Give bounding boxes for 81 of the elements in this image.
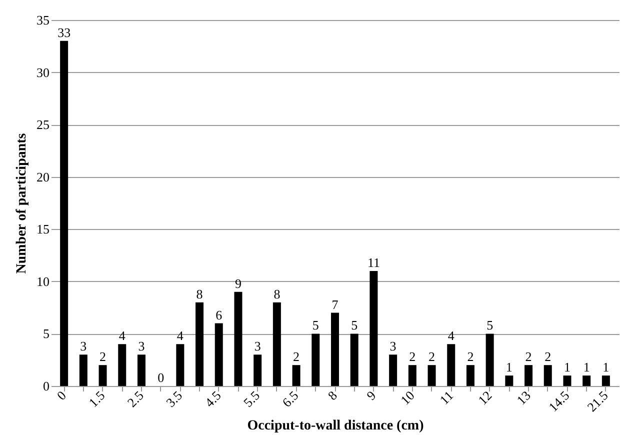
bar [272,302,281,386]
data-label: 2 [428,349,436,364]
bar [563,376,572,386]
y-tick-label: 20 [36,169,50,184]
y-tick-label: 25 [36,117,50,132]
bar [137,354,146,386]
x-tick-label: 10 [398,388,418,408]
y-axis-title: Number of participants [14,132,30,274]
data-label: 5 [312,318,319,333]
data-label: 1 [506,360,512,375]
data-label: 8 [196,286,203,302]
bar [331,312,339,386]
bar [312,334,320,386]
x-tick-label: 12 [474,388,495,408]
data-label: 6 [216,307,223,322]
data-label: 3 [254,338,261,354]
bar [486,334,494,386]
bar [389,354,398,386]
data-label: 4 [448,328,455,344]
bar [428,365,436,386]
bar [60,40,68,386]
data-label: 1 [564,360,570,375]
x-axis-title: Occiput-to-wall distance (cm) [247,418,424,434]
bar [79,354,88,386]
data-label: 4 [176,328,184,344]
data-label: 2 [467,349,474,364]
bar [602,376,610,386]
data-label: 1 [602,360,610,375]
data-label: 2 [525,349,532,364]
bar [176,344,184,386]
bar [118,344,126,386]
data-label: 2 [544,349,552,364]
data-label: 3 [138,338,145,354]
data-label: 33 [58,24,71,40]
x-tick-label: 9 [363,388,379,404]
bar [350,334,358,386]
bar [214,323,223,386]
data-label: 4 [118,328,126,344]
data-label: 3 [80,338,87,354]
y-tick-label: 5 [43,326,50,342]
x-tick-label: 4.5 [202,388,224,410]
y-tick-label: 30 [36,64,50,80]
x-tick-label: 21.5 [584,388,611,415]
data-label: 5 [351,318,358,333]
x-tick-label: 11 [436,388,456,408]
bar [98,365,107,386]
data-label: 1 [583,360,590,375]
x-tick-label: 14.5 [545,388,572,415]
x-tick-label: 3.5 [163,388,186,410]
data-label: 3 [390,338,396,354]
data-label: 7 [332,296,339,312]
bar [466,365,474,386]
bar [524,365,533,386]
x-tick-label: 13 [514,388,534,408]
x-tick-label: 2.5 [124,388,146,410]
bar [370,270,378,386]
x-tick-label: 0 [54,388,70,404]
bar [196,302,204,386]
bar [544,365,552,386]
bar [292,365,300,386]
data-label: 8 [274,286,280,302]
data-label: 2 [409,349,416,364]
x-tick-label: 5.5 [240,388,263,410]
bar [447,344,456,386]
bar [254,354,262,386]
y-tick-label: 35 [36,12,50,28]
bar [408,365,416,386]
bar [505,376,514,386]
data-label: 2 [100,349,106,364]
bar [234,292,242,386]
x-tick-label: 6.5 [279,388,302,410]
x-tick-label: 1.5 [86,388,108,410]
data-label: 5 [486,318,494,333]
y-tick-label: 15 [36,222,50,237]
bar [582,376,591,386]
data-label: 11 [367,254,380,270]
data-label: 2 [293,349,300,364]
x-tick-label: 8 [324,388,340,404]
data-label: 9 [234,276,242,291]
y-tick-label: 10 [36,274,50,289]
data-label: 0 [158,370,164,385]
